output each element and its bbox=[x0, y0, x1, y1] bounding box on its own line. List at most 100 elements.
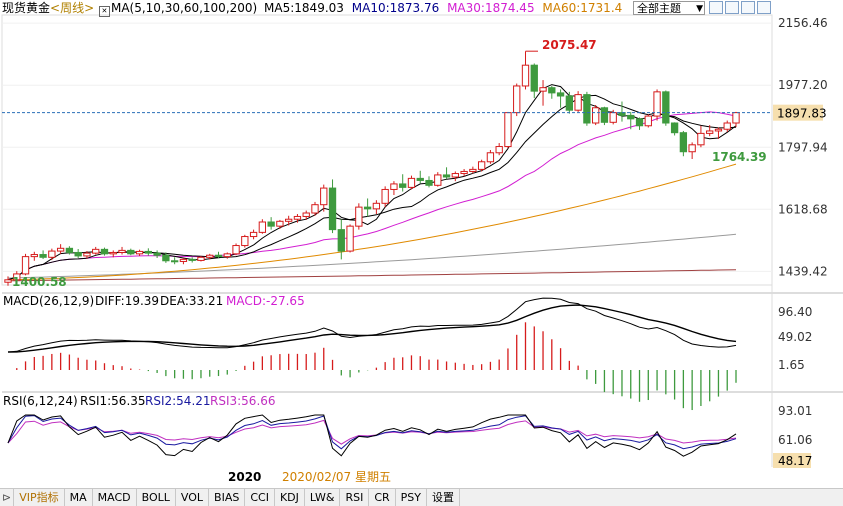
candle-body bbox=[293, 215, 302, 220]
instrument-name: 现货黄金 bbox=[2, 1, 51, 15]
macd-axis-label: 49.02 bbox=[778, 330, 812, 344]
high-price-label: 2075.47 bbox=[542, 38, 597, 52]
macd-axis-label: 1.65 bbox=[778, 358, 805, 372]
toolbar-item-10[interactable]: CR bbox=[369, 489, 396, 506]
candle-body bbox=[592, 107, 600, 124]
candle-body bbox=[539, 87, 547, 92]
year-axis-label: 2020 bbox=[228, 470, 261, 484]
candle-body bbox=[285, 218, 293, 222]
toolbar-item-6[interactable]: CCI bbox=[245, 489, 275, 506]
candle-body bbox=[521, 64, 530, 87]
candle-body bbox=[662, 91, 670, 124]
macd-histogram-value: MACD:-27.65 bbox=[226, 294, 305, 308]
candle-body bbox=[48, 250, 56, 258]
toolbar-item-7[interactable]: KDJ bbox=[275, 489, 305, 506]
toolbar-item-1[interactable]: MA bbox=[65, 489, 93, 506]
candle-body bbox=[653, 91, 661, 117]
candle-body bbox=[135, 250, 144, 255]
candle-body bbox=[469, 168, 477, 172]
ma60-line bbox=[7, 163, 737, 281]
candle-body bbox=[311, 204, 319, 214]
candle-body bbox=[723, 122, 731, 130]
toolbar-item-9[interactable]: RSI bbox=[340, 489, 370, 506]
layout-single-icon[interactable] bbox=[709, 1, 723, 14]
layout-split-icon[interactable] bbox=[725, 1, 739, 14]
indicator-toolbar: ⊳ VIP指标 MA MACD BOLL VOL BIAS CCI KDJ LW& RSI CR PS… bbox=[0, 488, 843, 506]
ma100-line bbox=[7, 233, 737, 279]
candle-body bbox=[425, 179, 433, 186]
candle-body bbox=[679, 132, 688, 153]
candle-body bbox=[276, 220, 284, 227]
cursor-date-label: 2020/02/07 星期五 bbox=[282, 470, 391, 484]
toolbar-scroll-left-icon[interactable]: ⊳ bbox=[0, 489, 15, 506]
rsi-current-tag bbox=[773, 453, 811, 468]
price-axis-label: 2156.46 bbox=[778, 16, 828, 30]
rsi-axis-label: 48.17 bbox=[778, 454, 812, 468]
toolbar-item-3[interactable]: BOLL bbox=[137, 489, 176, 506]
macd-dea-value: DEA:33.21 bbox=[160, 294, 223, 308]
macd-label: MACD(26,12,9) bbox=[3, 294, 94, 308]
candle-body bbox=[714, 128, 723, 132]
rsi1-line bbox=[7, 414, 737, 457]
candle-body bbox=[451, 173, 459, 178]
candle-body bbox=[56, 247, 65, 252]
candle-body bbox=[109, 251, 117, 255]
candle-body bbox=[328, 187, 337, 231]
toolbar-item-4[interactable]: VOL bbox=[176, 489, 210, 506]
toolbar-item-8[interactable]: LW& bbox=[305, 489, 341, 506]
candle-body bbox=[372, 202, 381, 210]
candle-body bbox=[170, 260, 179, 263]
ma-settings-icon[interactable]: ✕ bbox=[98, 6, 110, 17]
candle-body bbox=[92, 248, 100, 254]
candle-body bbox=[267, 221, 275, 227]
candle-body bbox=[355, 206, 363, 227]
candle-body bbox=[241, 236, 249, 247]
candle-body bbox=[706, 130, 714, 134]
period-label[interactable]: <周线> bbox=[50, 1, 95, 15]
candle-body bbox=[162, 254, 170, 262]
candle-body bbox=[460, 170, 468, 175]
candle-body bbox=[434, 174, 442, 186]
macd-diff-value: DIFF:19.39 bbox=[95, 294, 159, 308]
price-axis-label: 1977.20 bbox=[778, 78, 828, 92]
candle-body bbox=[197, 256, 205, 261]
candle-body bbox=[583, 94, 591, 124]
candle-body bbox=[495, 146, 503, 154]
candle-body bbox=[644, 115, 652, 127]
candle-body bbox=[504, 112, 512, 148]
candle-body bbox=[179, 258, 188, 262]
candle-body bbox=[407, 177, 416, 188]
candle-body bbox=[390, 183, 398, 190]
theme-select[interactable]: 全部主题 ▼ bbox=[633, 1, 705, 15]
candle-body bbox=[627, 114, 635, 120]
candle-body bbox=[697, 132, 705, 146]
candle-body bbox=[30, 254, 38, 258]
candle-body bbox=[618, 112, 626, 116]
candle-body bbox=[206, 254, 214, 258]
toolbar-item-5[interactable]: BIAS bbox=[209, 489, 246, 506]
candle-body bbox=[232, 245, 240, 255]
toolbar-item-11[interactable]: PSY bbox=[396, 489, 428, 506]
toolbar-item-0[interactable]: VIP指标 bbox=[14, 489, 65, 506]
candle-body bbox=[65, 247, 74, 253]
candle-body bbox=[556, 92, 565, 97]
fullscreen-icon[interactable] bbox=[757, 1, 771, 14]
current-price-tag bbox=[773, 104, 823, 121]
low-price-label: 1400.58 bbox=[12, 275, 67, 289]
layout-grid-icon[interactable] bbox=[741, 1, 755, 14]
rsi3-line bbox=[7, 419, 737, 445]
candle-body bbox=[732, 112, 740, 124]
price-axis-label: 1618.68 bbox=[778, 202, 828, 216]
rsi-axis-label: 61.06 bbox=[778, 433, 812, 447]
candle-body bbox=[223, 253, 231, 258]
candle-body bbox=[530, 64, 538, 92]
price-axis-label: 1439.42 bbox=[778, 264, 828, 278]
rsi2-line bbox=[7, 415, 737, 450]
rsi1-value: RSI1:56.35 bbox=[80, 394, 146, 408]
toolbar-item-12[interactable]: 设置 bbox=[427, 489, 461, 506]
candle-body bbox=[574, 94, 582, 111]
candle-body bbox=[670, 122, 679, 134]
candle-body bbox=[635, 118, 644, 127]
toolbar-item-2[interactable]: MACD bbox=[93, 489, 137, 506]
